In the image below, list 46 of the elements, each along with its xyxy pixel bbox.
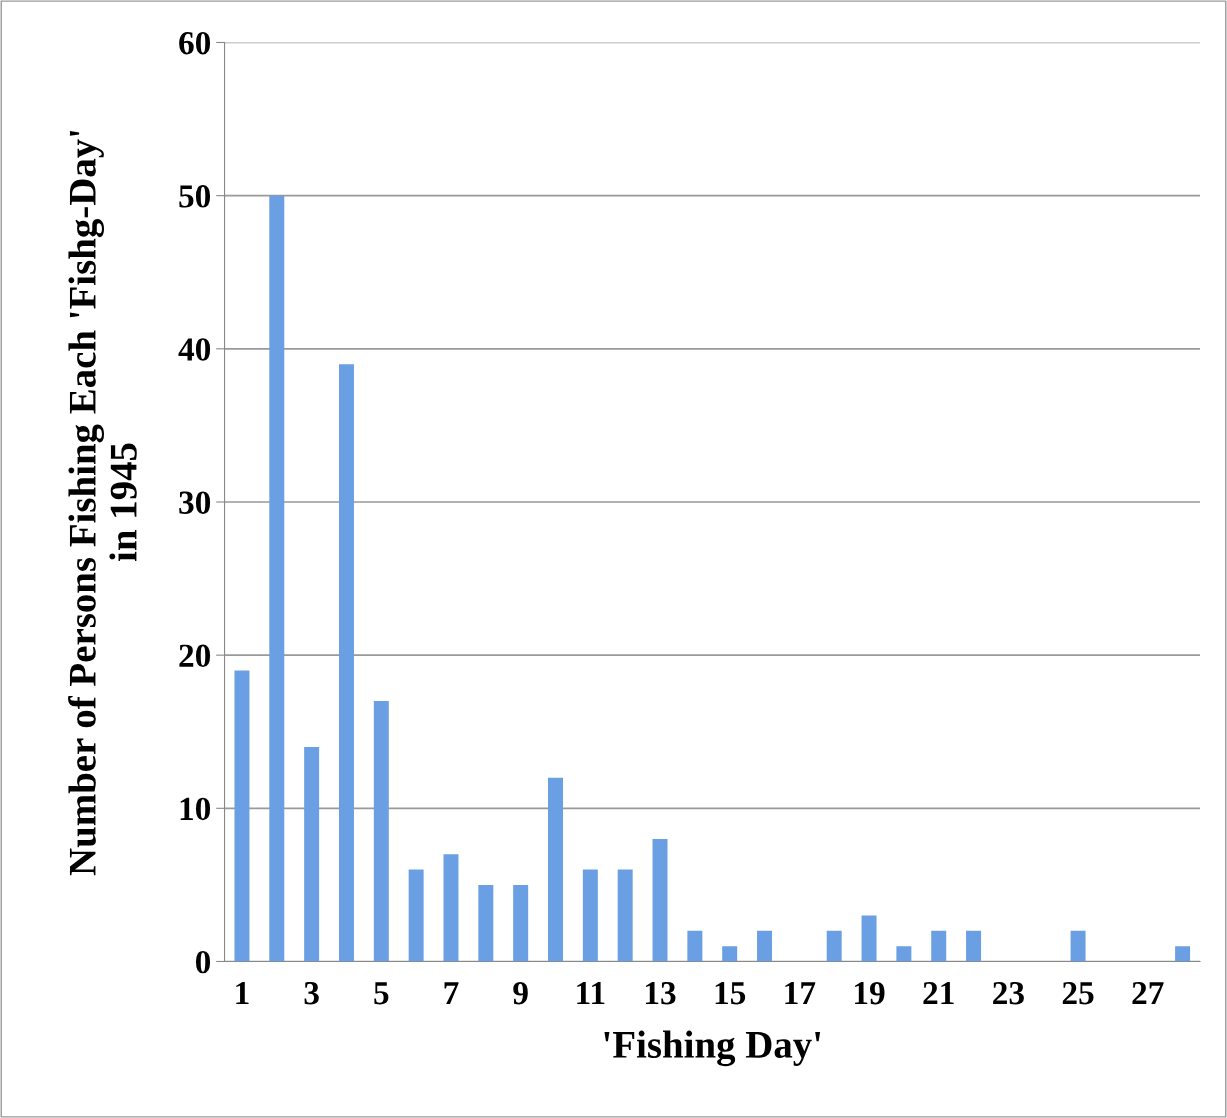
bar	[966, 930, 982, 962]
x-tick-label: 17	[785, 982, 816, 1005]
bar	[582, 869, 598, 962]
y-tick-label: 40	[178, 338, 211, 361]
bar	[373, 701, 389, 962]
x-tick-label: 5	[374, 982, 389, 1005]
bar	[234, 670, 250, 962]
bar	[722, 946, 738, 962]
bar	[443, 854, 459, 962]
bar	[548, 777, 563, 962]
bar	[408, 869, 424, 962]
x-tick-label: 25	[1062, 981, 1094, 1005]
y-tick-label: 20	[179, 644, 211, 668]
bar	[617, 869, 633, 962]
x-tick-label: 9	[513, 981, 528, 1005]
y-tick-label: 60	[179, 31, 211, 55]
bar	[478, 884, 494, 962]
bar	[861, 915, 877, 962]
bar	[652, 838, 668, 962]
bar	[896, 946, 912, 962]
bar	[338, 364, 354, 962]
bar	[1070, 930, 1086, 962]
bar	[304, 747, 320, 962]
bar	[1175, 946, 1191, 962]
bar	[269, 195, 285, 962]
bar	[513, 884, 529, 962]
x-tick-label: 7	[444, 982, 459, 1005]
x-axis-title: 'Fishing Day'	[604, 1030, 821, 1067]
bar	[687, 930, 703, 962]
x-tick-label: 3	[304, 981, 319, 1005]
y-tick-label: 30	[179, 491, 211, 514]
x-tick-label: 23	[993, 981, 1024, 1005]
bar	[757, 930, 773, 962]
bar	[931, 930, 947, 962]
y-tick-label: 0	[195, 950, 211, 974]
x-tick-label: 11	[577, 982, 605, 1005]
x-tick-label: 19	[855, 981, 885, 1005]
x-tick-label: 27	[1132, 981, 1164, 1005]
x-tick-label: 21	[923, 981, 954, 1005]
x-tick-label: 13	[646, 981, 676, 1005]
x-tick-label: 15	[715, 982, 746, 1005]
y-axis-title: Number of Persons Fishing Each 'Fishg-Day' in 1945	[68, 130, 137, 876]
bar	[826, 930, 842, 962]
y-tick-label: 10	[180, 797, 211, 821]
y-tick-label: 50	[179, 185, 211, 208]
x-tick-label: 1	[236, 982, 249, 1005]
